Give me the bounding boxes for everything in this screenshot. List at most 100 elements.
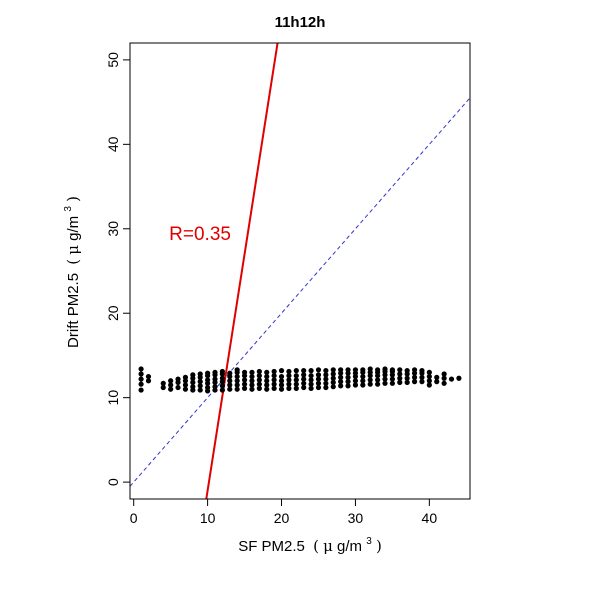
data-point [286, 373, 292, 379]
data-point [182, 386, 189, 392]
data-point [360, 367, 366, 373]
data-point [249, 382, 255, 388]
data-point [227, 386, 233, 392]
x-tick-label: 40 [422, 510, 438, 526]
data-point [138, 381, 144, 387]
data-point [308, 373, 314, 379]
data-point [360, 378, 366, 384]
x-tick-label: 10 [200, 510, 216, 526]
data-point [286, 368, 292, 375]
data-point [411, 367, 418, 373]
data-point [367, 381, 373, 387]
data-point [338, 379, 344, 385]
data-point [256, 381, 262, 387]
data-point [360, 382, 366, 388]
data-point [190, 372, 196, 378]
data-point [338, 383, 344, 389]
chart-title: 11h12h [275, 14, 326, 31]
data-point [286, 377, 292, 383]
data-point [168, 386, 174, 392]
data-point [264, 373, 270, 380]
data-point [301, 372, 307, 378]
x-axis-label: SF PM2.5 ( μ g/m 3 ) [238, 531, 382, 555]
x-axis-label-close-paren: ) [376, 537, 382, 555]
identity-reference-line [130, 97, 470, 487]
data-point [145, 378, 152, 384]
data-point [234, 378, 240, 384]
data-point [160, 384, 166, 391]
data-point [301, 368, 307, 374]
data-point [441, 375, 447, 381]
data-point [338, 374, 344, 380]
data-point [182, 382, 189, 388]
data-point [389, 367, 395, 373]
data-point [205, 370, 211, 376]
data-point [271, 385, 277, 391]
data-point [256, 377, 262, 383]
data-point [411, 379, 418, 385]
data-point [264, 386, 270, 392]
data-point [293, 377, 299, 383]
data-point [330, 371, 336, 377]
data-point [197, 371, 203, 377]
x-axis-label-superscript: 3 [366, 536, 372, 547]
data-point [375, 367, 381, 373]
data-point [138, 376, 144, 382]
data-point [271, 381, 277, 387]
data-point [256, 368, 262, 375]
data-point [434, 379, 440, 385]
x-axis-label-mu: μ [323, 537, 333, 555]
data-point [419, 374, 425, 380]
data-point [330, 384, 336, 390]
data-point [315, 376, 322, 382]
data-point [375, 377, 381, 383]
data-point [293, 381, 299, 387]
y-tick-label: 0 [105, 478, 121, 486]
data-points-group [138, 366, 462, 394]
data-point [323, 376, 329, 382]
data-point [249, 369, 255, 375]
data-point [212, 369, 218, 375]
data-point [382, 376, 388, 382]
data-point [219, 368, 225, 375]
data-point [360, 373, 366, 380]
data-point [160, 380, 166, 386]
data-point [234, 367, 240, 373]
data-point [308, 368, 314, 374]
data-point [286, 385, 292, 391]
data-point [345, 379, 351, 385]
data-point [205, 384, 211, 391]
data-point [271, 373, 277, 379]
data-point [293, 373, 299, 379]
regression-fit-line [205, 43, 279, 499]
data-point [345, 383, 351, 389]
data-point [345, 374, 351, 380]
data-point [197, 383, 203, 389]
data-point [271, 377, 277, 383]
data-point [271, 368, 277, 375]
y-tick-label: 20 [105, 305, 121, 321]
data-point [264, 382, 270, 388]
data-point [330, 379, 336, 386]
data-point [190, 379, 196, 386]
data-point [278, 382, 285, 388]
data-point [227, 378, 233, 384]
data-point [315, 367, 322, 373]
x-axis: 0 10 20 30 40 [130, 498, 438, 526]
data-point [375, 381, 381, 387]
data-point [175, 384, 181, 391]
data-point [419, 379, 425, 385]
x-axis-label-unit: g/m [337, 538, 362, 555]
data-point [138, 387, 144, 393]
data-point [404, 368, 410, 374]
x-axis-label-open-paren: ( [313, 537, 319, 555]
data-point [205, 377, 211, 383]
data-point [367, 377, 373, 383]
data-point [426, 378, 432, 384]
data-point [397, 367, 403, 373]
data-point [256, 385, 262, 391]
data-point [397, 371, 403, 377]
data-point [426, 369, 432, 375]
data-point [382, 380, 388, 386]
